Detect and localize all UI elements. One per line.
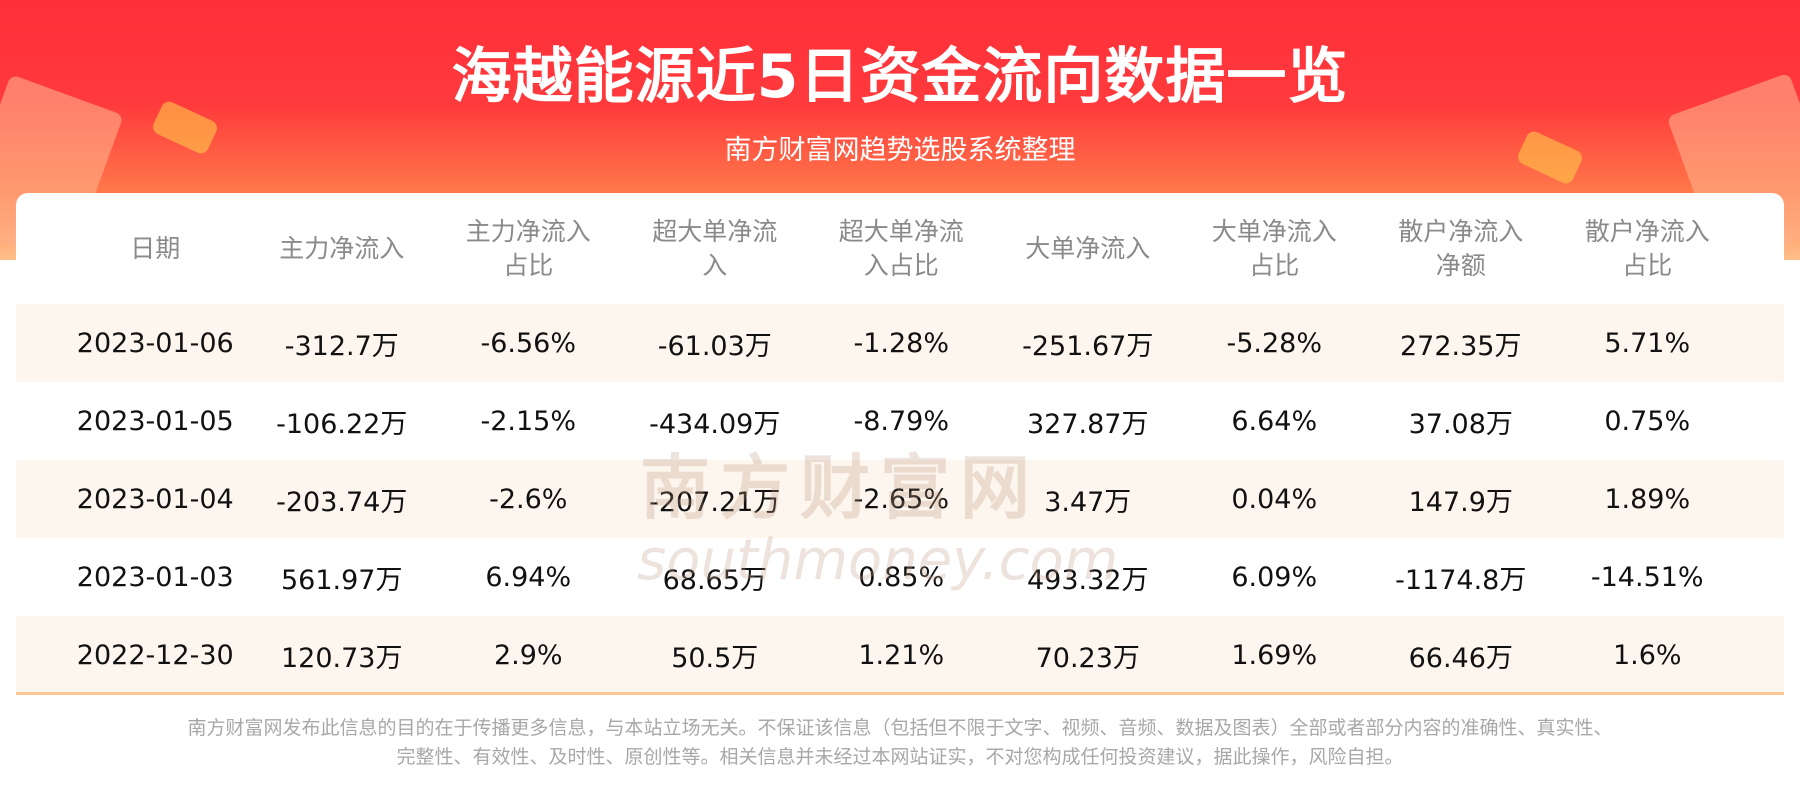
table-cell: 3.47万 xyxy=(1044,486,1132,518)
table-cell: 327.87万 xyxy=(1027,408,1149,440)
table-cell: 2023-01-03 xyxy=(76,561,234,593)
disclaimer-line: 完整性、有效性、及时性、原创性等。相关信息并未经过本网站证实，不对您构成任何投资… xyxy=(396,746,1404,768)
table-cell: -2.15% xyxy=(480,405,576,437)
column-header: 主力净流入 xyxy=(279,233,405,263)
column-header: 大单净流入 xyxy=(1025,233,1151,263)
table-cell: -2.65% xyxy=(853,483,949,515)
table-cell: 70.23万 xyxy=(1035,642,1140,674)
table-cell: 561.97万 xyxy=(281,564,403,596)
table-row: 2023-01-04 -203.74万 -2.6% -207.21万 -2.65% 3.4… xyxy=(16,460,1784,538)
fund-flow-table: 日期 主力净流入 主力净流入 占比 超大单净流 入超大单净流 入占比 大单净流入 大单净流… xyxy=(16,193,1784,695)
table-cell: 2023-01-04 xyxy=(76,483,234,515)
table-cell: -1.28% xyxy=(853,327,949,359)
table-cell: 6.94% xyxy=(485,561,572,593)
table-cell: 2022-12-30 xyxy=(76,639,234,671)
column-header: 日期 xyxy=(130,233,181,263)
table-cell: 2.9% xyxy=(493,639,563,671)
table-cell: 1.21% xyxy=(858,639,945,671)
table-cell: -203.74万 xyxy=(276,486,408,518)
table-cell: 1.69% xyxy=(1231,639,1318,671)
table-cell: 120.73万 xyxy=(281,642,403,674)
table-cell: -8.79% xyxy=(853,405,949,437)
table-cell: 493.32万 xyxy=(1027,564,1149,596)
page-title: 海越能源近5日资金流向数据一览 xyxy=(451,42,1349,112)
table-cell: 2023-01-05 xyxy=(76,405,234,437)
table-cell: -6.56% xyxy=(480,327,576,359)
disclaimer: 南方财富网发布此信息的目的在于传播更多信息，与本站立场无关。不保证该信息（包括但… xyxy=(0,714,1800,772)
table-cell: 37.08万 xyxy=(1408,408,1513,440)
table-cell: -106.22万 xyxy=(276,408,408,440)
table-cell: 50.5万 xyxy=(671,642,759,674)
table-cell: 68.65万 xyxy=(662,564,767,596)
table-cell: 6.09% xyxy=(1231,561,1318,593)
table-cell: 6.64% xyxy=(1231,405,1318,437)
table-cell: -5.28% xyxy=(1226,327,1322,359)
table-cell: -2.6% xyxy=(489,483,568,515)
column-header: 散户净流入 净额 xyxy=(1398,216,1524,280)
table-cell: -312.7万 xyxy=(284,330,399,362)
table-cell: -61.03万 xyxy=(657,330,772,362)
table-cell: -434.09万 xyxy=(649,408,781,440)
table-row: 2023-01-05 -106.22万 -2.15% -434.09万 -8.79% 32… xyxy=(16,382,1784,460)
page-subtitle: 南方财富网趋势选股系统整理 xyxy=(724,135,1076,166)
table-cell: 5.71% xyxy=(1604,327,1691,359)
column-header: 超大单净流 入占比 xyxy=(838,216,964,280)
table-cell: 66.46万 xyxy=(1408,642,1513,674)
table-cell: 2023-01-06 xyxy=(76,327,234,359)
table-row: 2022-12-30 120.73万 2.9% 50.5万 1.21% 70.23万 1.6… xyxy=(16,616,1784,692)
table-row: 2023-01-06 -312.7万 -6.56% -61.03万 -1.28% -251… xyxy=(16,304,1784,382)
table-cell: -251.67万 xyxy=(1022,330,1154,362)
table-cell: -207.21万 xyxy=(649,486,781,518)
table-cell: 272.35万 xyxy=(1400,330,1522,362)
table-row: 2023-01-03 561.97万 6.94% 68.65万 0.85% 493.32万… xyxy=(16,538,1784,616)
table-cell: 1.6% xyxy=(1612,639,1682,671)
column-header: 散户净流入 占比 xyxy=(1584,216,1710,280)
table-header: 日期 主力净流入 主力净流入 占比 超大单净流 入超大单净流 入占比 大单净流入 大单净流… xyxy=(16,193,1784,304)
table-cell: 0.75% xyxy=(1604,405,1691,437)
column-header: 超大单净流 入 xyxy=(652,216,778,280)
column-header: 大单净流入 占比 xyxy=(1211,216,1337,280)
disclaimer-line: 南方财富网发布此信息的目的在于传播更多信息，与本站立场无关。不保证该信息（包括但… xyxy=(187,717,1613,739)
table-cell: 0.04% xyxy=(1231,483,1318,515)
table-cell: 0.85% xyxy=(858,561,945,593)
table-cell: -14.51% xyxy=(1590,561,1704,593)
table-cell: 1.89% xyxy=(1604,483,1691,515)
table-cell: -1174.8万 xyxy=(1395,564,1527,596)
table-cell: 147.9万 xyxy=(1408,486,1513,518)
column-header: 主力净流入 占比 xyxy=(465,216,591,280)
